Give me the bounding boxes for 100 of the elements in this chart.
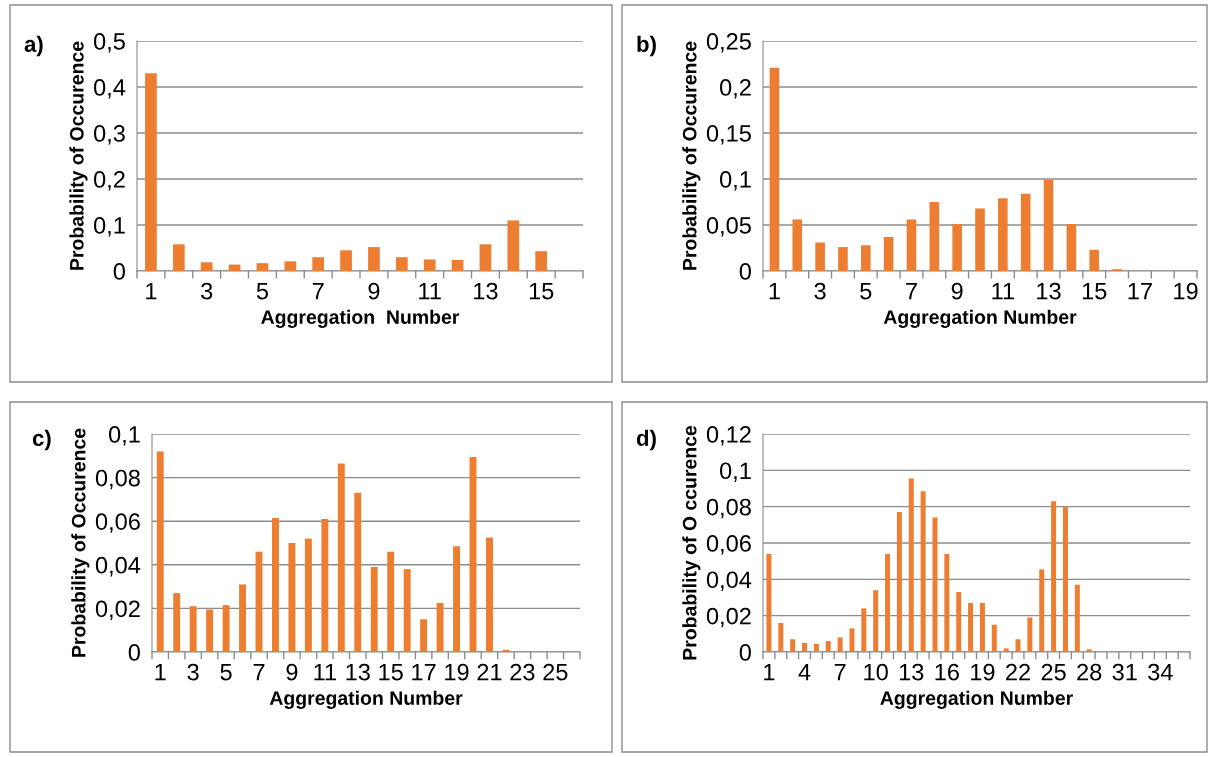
x-tick-label: 11 (419, 282, 441, 300)
bar (778, 622, 784, 652)
x-tick-label: 19 (1174, 282, 1198, 300)
bar (256, 263, 269, 271)
y-tick-label: 0,12 (706, 426, 751, 446)
x-tick-label: 16 (935, 663, 959, 681)
bar (956, 592, 962, 652)
x-tick-label: 13 (346, 663, 370, 681)
bar (968, 602, 974, 652)
bar (486, 537, 493, 652)
y-tick-label: 0,04 (95, 556, 141, 577)
chart-title: b) (637, 35, 656, 57)
bar (1066, 224, 1077, 271)
x-tick-label: 13 (899, 663, 924, 681)
bar (908, 478, 914, 652)
bar (156, 451, 164, 652)
bar (944, 553, 950, 652)
y-axis-title: Probability of O ccurence (682, 425, 701, 660)
bar (979, 602, 985, 652)
y-axis-title: Probability of Occurence (71, 428, 90, 657)
bar (790, 639, 796, 652)
bar (1089, 249, 1100, 271)
x-tick-label: 34 (1148, 663, 1173, 681)
x-tick-label: 15 (529, 282, 554, 300)
x-axis-title: Aggregation Number (269, 690, 463, 709)
bar (222, 605, 230, 652)
y-tick-label: 0,02 (95, 600, 140, 620)
x-tick-label: 5 (256, 282, 269, 300)
x-tick-label: 10 (864, 663, 888, 681)
x-tick-label: 9 (951, 282, 963, 300)
x-tick-label: 9 (368, 282, 380, 300)
bar (272, 517, 279, 652)
bar (825, 641, 831, 652)
bar (304, 538, 312, 652)
x-tick-label: 1 (146, 282, 157, 300)
x-tick-label: 5 (220, 663, 232, 681)
x-tick-label: 19 (445, 663, 469, 681)
bar (932, 517, 938, 652)
bar (1062, 506, 1068, 652)
bar (340, 250, 352, 271)
x-tick-label: 7 (906, 282, 917, 300)
bar (1043, 179, 1054, 271)
y-tick-label: 0,1 (719, 462, 751, 482)
bar (145, 73, 157, 271)
y-tick-label: 0,25 (706, 33, 751, 53)
y-tick-label: 0,1 (108, 426, 140, 446)
x-tick-label: 22 (1006, 663, 1030, 681)
x-tick-label: 5 (860, 282, 872, 300)
y-tick-label: 0,02 (706, 607, 751, 628)
bar (321, 519, 329, 652)
bar (368, 247, 380, 271)
x-tick-label: 3 (201, 282, 213, 300)
bar (769, 67, 780, 271)
y-tick-label: 0,15 (706, 125, 751, 145)
y-tick-label: 0,05 (706, 217, 751, 237)
y-tick-label: 0,04 (706, 571, 752, 591)
bar (952, 224, 962, 271)
x-tick-label: 7 (834, 663, 846, 681)
bar (200, 262, 213, 271)
y-axis-title: Probability of Occurence (682, 41, 701, 270)
bar (189, 606, 197, 652)
x-tick-label: 1 (155, 663, 166, 681)
y-tick-label: 0 (128, 644, 140, 661)
bar (885, 553, 891, 652)
bar (802, 642, 807, 652)
y-tick-label: 0 (739, 644, 751, 661)
bar (479, 244, 492, 271)
chart-title: a) (24, 35, 43, 57)
bar (436, 602, 444, 652)
x-tick-label: 9 (286, 663, 298, 681)
y-tick-label: 0,1 (93, 217, 125, 237)
y-tick-label: 0,06 (95, 513, 140, 533)
y-axis-title: Probability of Occurence (69, 41, 88, 270)
x-tick-label: 15 (1082, 282, 1107, 300)
x-tick-label: 28 (1077, 663, 1102, 681)
x-tick-label: 3 (814, 282, 826, 300)
bar (1027, 617, 1033, 652)
x-tick-label: 25 (543, 663, 568, 681)
bar (838, 247, 848, 271)
x-tick-label: 1 (764, 663, 775, 681)
bar (998, 198, 1008, 271)
x-tick-label: 7 (253, 663, 265, 681)
bar (354, 492, 362, 652)
x-tick-label: 13 (1037, 282, 1061, 300)
bar (312, 257, 325, 271)
bar (766, 553, 772, 652)
y-tick-label: 0 (739, 263, 751, 280)
bar (861, 608, 867, 652)
y-tick-label: 0,3 (93, 125, 125, 145)
bar (896, 512, 902, 652)
bar (173, 593, 181, 652)
bar (535, 251, 548, 271)
x-tick-label: 31 (1112, 663, 1137, 681)
bar (991, 624, 997, 652)
chart-title: c) (32, 429, 51, 451)
bar (815, 242, 825, 271)
bar (507, 220, 520, 271)
x-tick-label: 17 (1128, 282, 1152, 300)
y-tick-label: 0,06 (706, 535, 751, 555)
bar (1015, 639, 1021, 652)
